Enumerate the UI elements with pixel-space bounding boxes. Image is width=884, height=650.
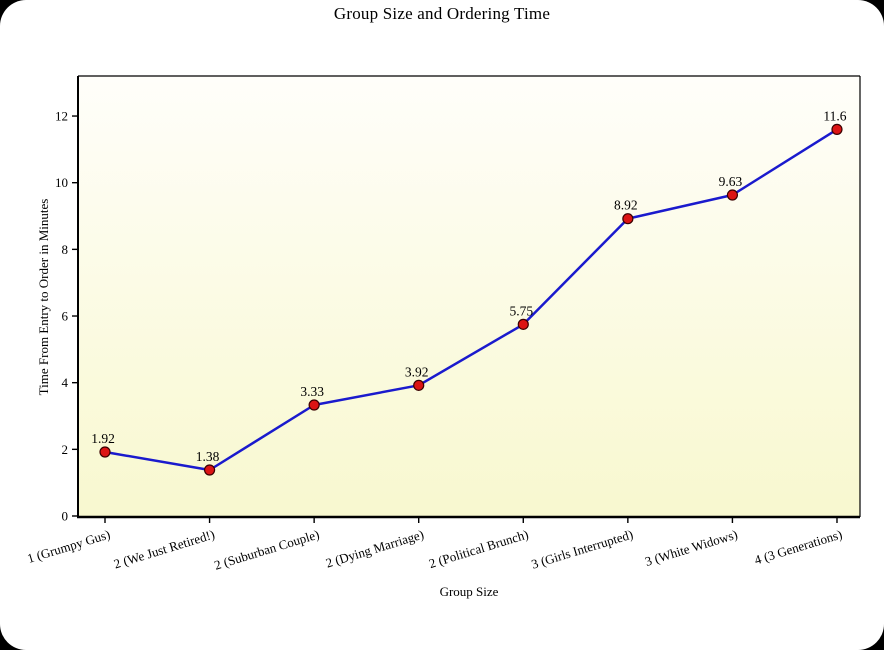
chart-title: Group Size and Ordering Time (333, 4, 551, 23)
x-tick-label: 4 (3 Generations) (752, 527, 843, 568)
data-point-label: 11.6 (823, 108, 846, 123)
data-point-label: 8.92 (614, 198, 638, 213)
y-tick-label: 2 (62, 442, 69, 457)
plot-area (78, 76, 860, 517)
data-point (203, 464, 216, 476)
y-tick-label: 12 (55, 109, 68, 124)
x-axis-title: Group Size (439, 584, 499, 599)
data-point-label: 3.92 (405, 364, 429, 379)
x-tick-label: 2 (We Just Retired!) (112, 527, 217, 572)
y-tick-label: 8 (62, 242, 69, 257)
x-tick-label: 3 (White Widows) (643, 527, 739, 569)
data-point (308, 399, 320, 411)
data-point (622, 213, 634, 225)
data-point (517, 318, 529, 330)
data-point (413, 379, 425, 391)
data-point-label: 9.63 (719, 174, 743, 189)
y-tick-label: 4 (62, 375, 69, 390)
data-point (726, 189, 739, 201)
y-tick-label: 0 (62, 509, 69, 524)
x-tick-label: 2 (Dying Marriage) (324, 527, 426, 571)
x-tick-label: 1 (Grumpy Gus) (25, 527, 112, 566)
data-line (103, 128, 839, 472)
data-point-label: 1.92 (91, 431, 115, 446)
y-tick-label: 6 (62, 309, 69, 324)
y-tick-label: 10 (55, 175, 68, 190)
data-point-label: 5.75 (509, 303, 533, 318)
x-tick-label: 2 (Political Brunch) (427, 527, 530, 572)
data-point-label: 1.38 (196, 449, 220, 464)
x-tick-label: 3 (Girls Interrupted) (530, 527, 635, 572)
x-tick-label: 2 (Suburban Couple) (212, 527, 321, 573)
data-point (99, 446, 111, 458)
data-point (831, 123, 843, 135)
data-point-label: 3.33 (300, 384, 324, 399)
